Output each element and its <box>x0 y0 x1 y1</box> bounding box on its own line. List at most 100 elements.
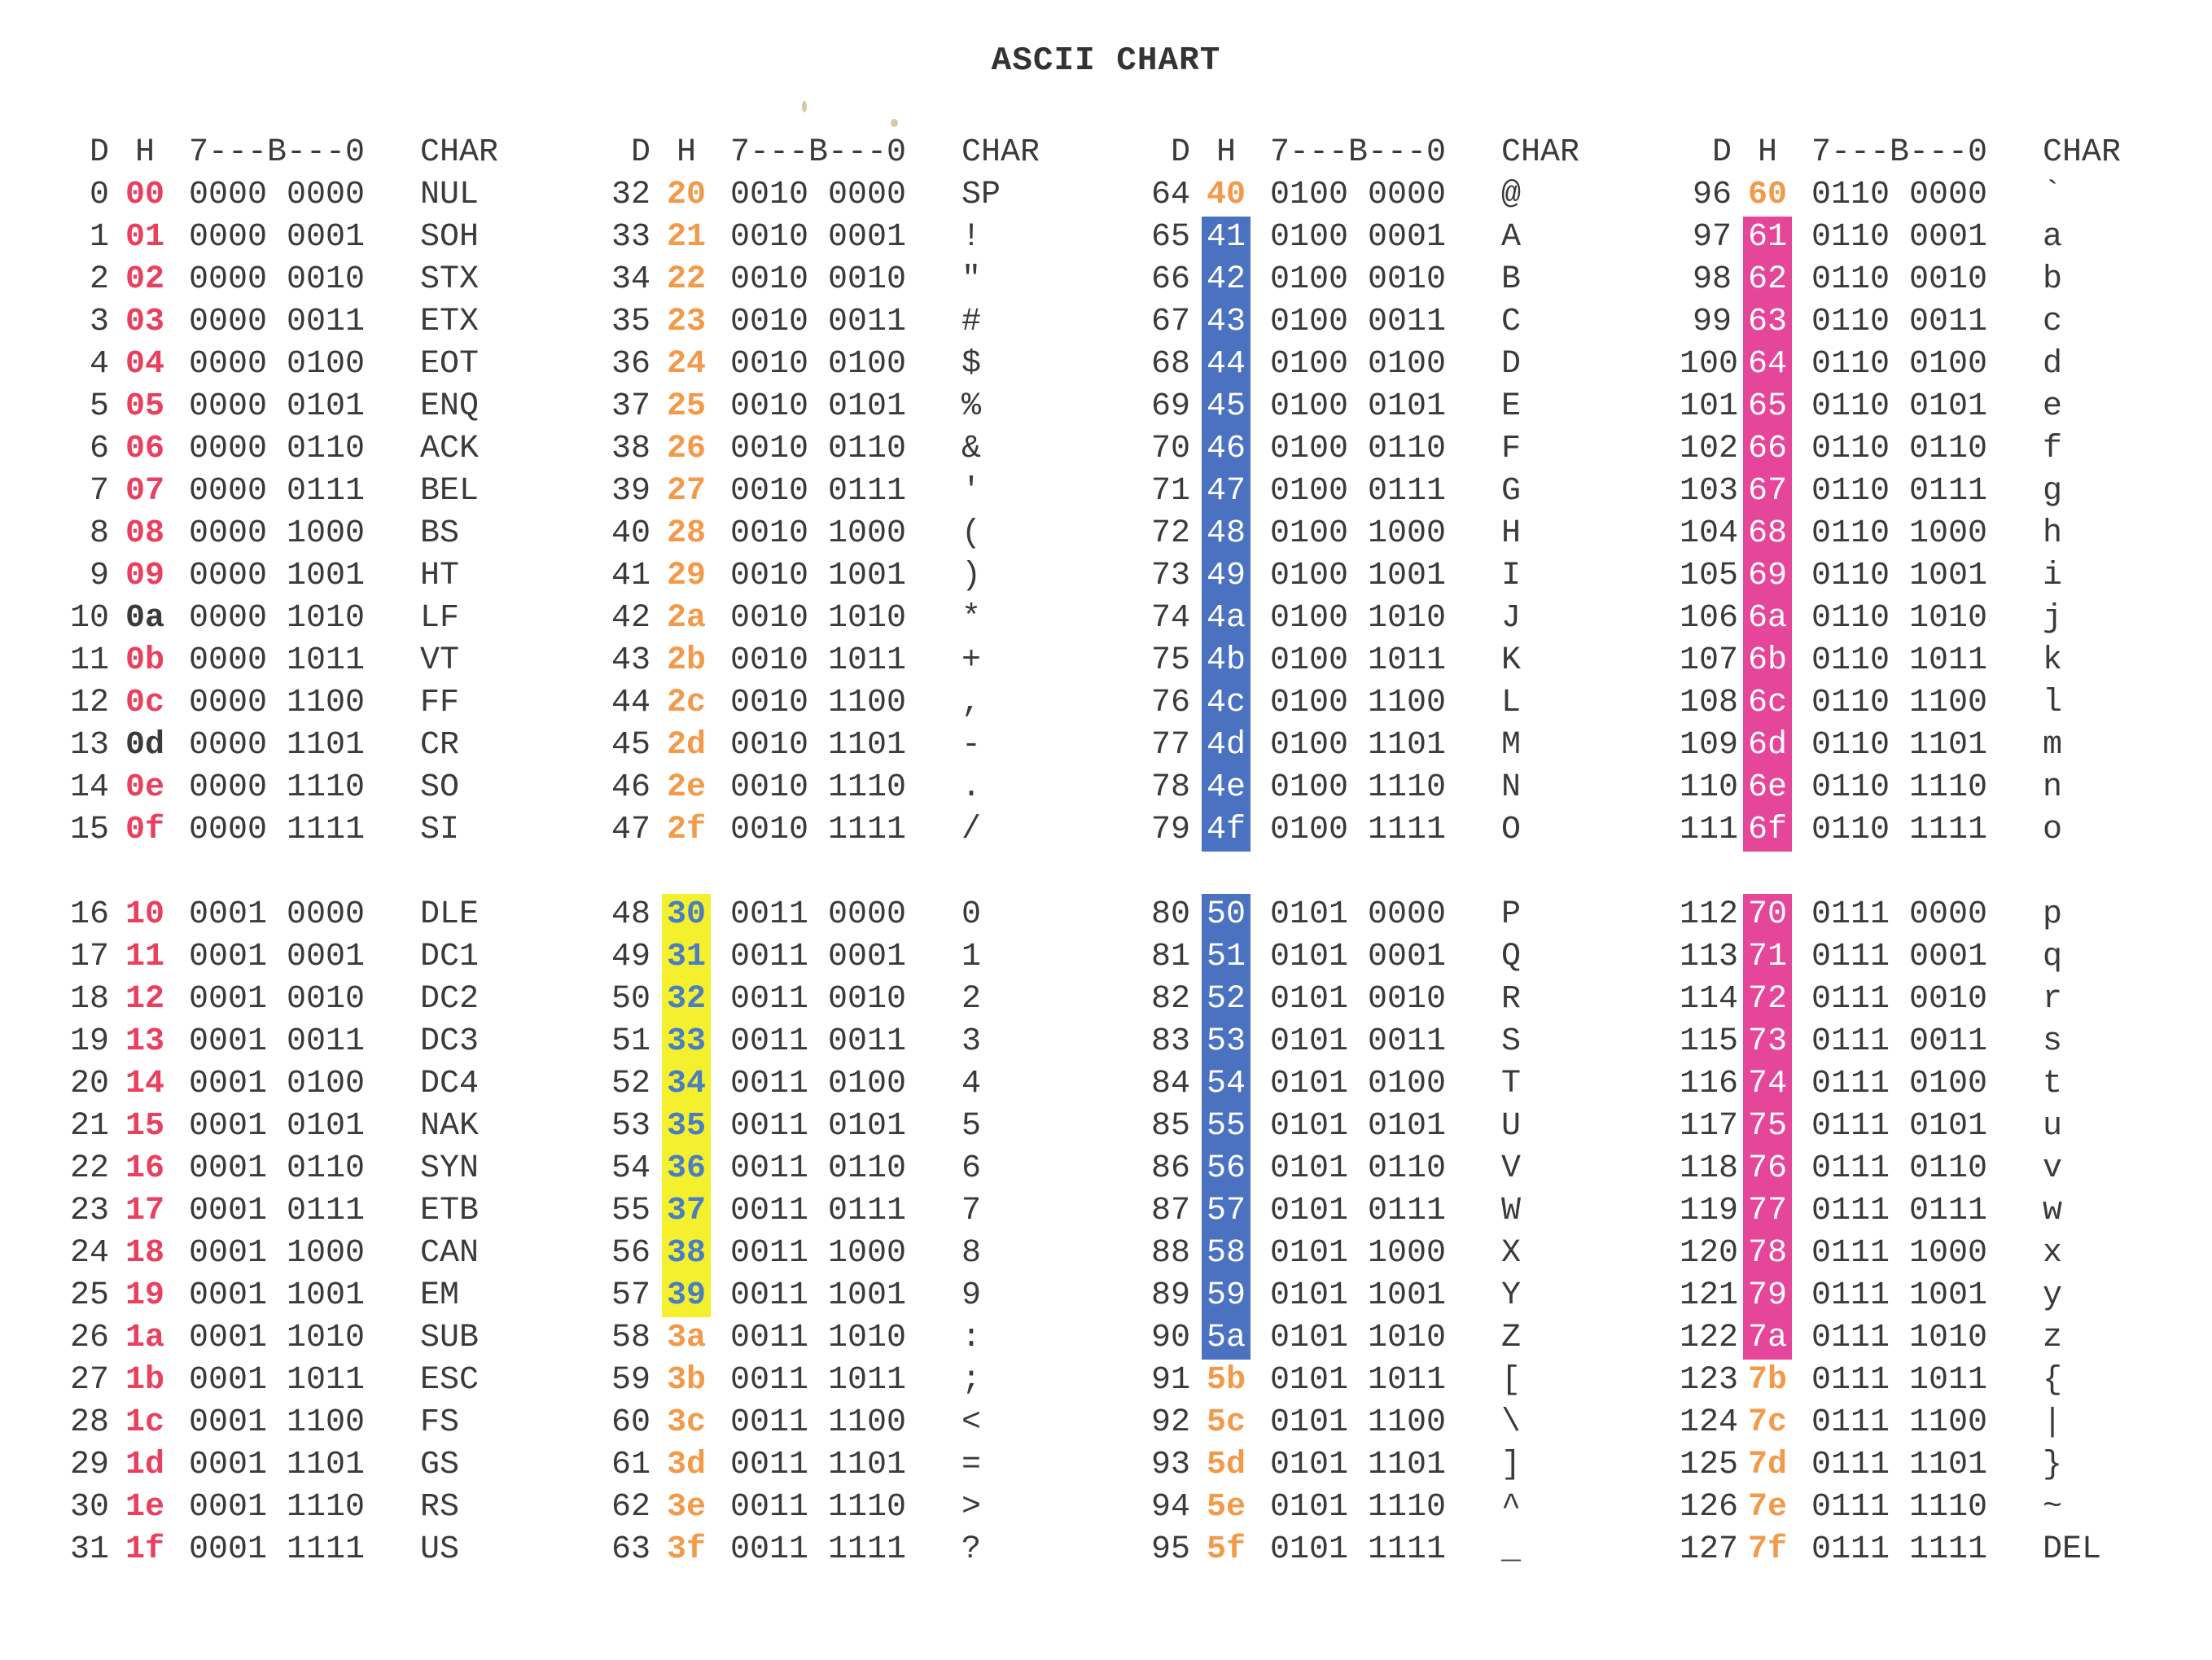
char-value: DC3 <box>420 1023 480 1060</box>
decimal-value: 21 <box>69 1108 109 1145</box>
table-row: 102 66 0110 0110 f <box>1680 428 2212 471</box>
binary-value: 0011 0000 <box>730 896 907 933</box>
table-row: 19 13 0001 0011 DC3 <box>57 1021 594 1063</box>
binary-value: 0010 0001 <box>730 219 907 256</box>
hex-value: 78 <box>1743 1233 1792 1275</box>
char-value: R <box>1501 981 1522 1018</box>
hex-value: 7f <box>1747 1531 1787 1568</box>
binary-value: 0011 1101 <box>730 1447 907 1483</box>
decimal-value: 53 <box>611 1108 650 1145</box>
decimal-value: 26 <box>69 1320 109 1356</box>
hex-value: 7c <box>1747 1404 1787 1441</box>
hex-value: 2d <box>666 727 706 764</box>
decimal-value: 51 <box>611 1023 650 1060</box>
char-value: . <box>961 769 982 806</box>
decimal-value: 96 <box>1692 177 1732 213</box>
char-value: J <box>1501 600 1522 637</box>
char-value: A <box>1501 219 1522 256</box>
char-value: Y <box>1501 1277 1522 1314</box>
char-value: SI <box>420 812 460 848</box>
hex-value: 18 <box>125 1235 164 1272</box>
char-value: CR <box>420 727 460 764</box>
char-value: / <box>961 812 982 848</box>
decimal-value: 63 <box>611 1531 650 1568</box>
hex-value: 13 <box>125 1023 164 1060</box>
hex-value: 1b <box>125 1362 164 1399</box>
decimal-value: 113 <box>1680 939 1739 975</box>
binary-value: 0000 0110 <box>189 431 366 467</box>
char-value: s <box>2043 1023 2063 1060</box>
table-row: 17 11 0001 0001 DC1 <box>57 936 594 979</box>
binary-value: 0011 0101 <box>730 1108 907 1145</box>
char-value: o <box>2043 812 2063 848</box>
decimal-value: 35 <box>611 304 650 340</box>
binary-value: 0100 0011 <box>1270 304 1447 340</box>
decimal-value: 41 <box>611 558 650 594</box>
char-value: GS <box>420 1447 460 1483</box>
decimal-value: 37 <box>611 388 650 425</box>
hex-value: 5e <box>1206 1489 1246 1526</box>
char-value: @ <box>1501 177 1522 213</box>
hex-value: 6d <box>1743 725 1792 767</box>
hex-value: 0d <box>125 727 164 764</box>
hex-value: 12 <box>125 981 164 1018</box>
binary-value: 0010 1111 <box>730 812 907 848</box>
hex-value: 11 <box>125 939 164 975</box>
char-value: l <box>2043 685 2063 721</box>
table-row: 6 06 0000 0110 ACK <box>57 428 594 471</box>
hex-value: 06 <box>125 431 164 467</box>
header-bits: 7---B---0 <box>189 134 366 171</box>
decimal-value: 17 <box>69 939 109 975</box>
char-value: + <box>961 642 982 679</box>
binary-value: 0010 1110 <box>730 769 907 806</box>
char-value: L <box>1501 685 1522 721</box>
decimal-value: 71 <box>1150 473 1190 510</box>
char-value: x <box>2043 1235 2063 1272</box>
char-value: b <box>2043 261 2063 298</box>
decimal-value: 115 <box>1680 1023 1739 1060</box>
binary-value: 0110 1110 <box>1811 769 1988 806</box>
hex-value: 46 <box>1202 428 1251 471</box>
char-value: S <box>1501 1023 1522 1060</box>
hex-value: 44 <box>1202 344 1251 386</box>
hex-value: 45 <box>1202 386 1251 428</box>
binary-value: 0000 1100 <box>189 685 366 721</box>
hex-value: 67 <box>1743 471 1792 513</box>
table-row: 29 1d 0001 1101 GS <box>57 1444 594 1487</box>
binary-value: 0111 1010 <box>1811 1320 1988 1356</box>
header-char: CHAR <box>420 134 499 171</box>
hex-value: 27 <box>666 473 706 510</box>
decimal-value: 94 <box>1150 1489 1190 1526</box>
table-row: 117 75 0111 0101 u <box>1680 1106 2212 1148</box>
decimal-value: 86 <box>1150 1150 1190 1187</box>
hex-value: 2e <box>666 769 706 806</box>
header-hex: H <box>1757 134 1777 171</box>
decimal-value: 102 <box>1680 431 1739 467</box>
paper-speck <box>891 119 898 127</box>
char-value: DLE <box>420 896 480 933</box>
decimal-value: 57 <box>611 1277 650 1314</box>
decimal-value: 122 <box>1680 1320 1739 1356</box>
binary-value: 0111 1011 <box>1811 1362 1988 1399</box>
binary-value: 0010 1010 <box>730 600 907 637</box>
char-value: SO <box>420 769 460 806</box>
column-header: D H 7---B---0 CHAR <box>57 132 594 174</box>
decimal-value: 91 <box>1150 1362 1190 1399</box>
table-row: 85 55 0101 0101 U <box>1138 1106 1675 1148</box>
char-value: , <box>961 685 982 721</box>
table-row: 37 25 0010 0101% <box>598 386 1136 428</box>
hex-value: 31 <box>662 936 711 979</box>
char-value: 4 <box>961 1066 982 1102</box>
table-row: 76 4c 0100 1100 L <box>1138 682 1675 725</box>
hex-value: 0a <box>125 600 164 637</box>
table-row: 39 27 0010 0111 ' <box>598 471 1136 513</box>
char-value: 6 <box>961 1150 982 1187</box>
decimal-value: 121 <box>1680 1277 1739 1314</box>
table-row: 8 08 0000 1000 BS <box>57 513 594 555</box>
table-row: 16 10 0001 0000 DLE <box>57 894 594 936</box>
binary-value: 0010 1001 <box>730 558 907 594</box>
binary-value: 0100 0111 <box>1270 473 1447 510</box>
binary-value: 0101 0110 <box>1270 1150 1447 1187</box>
binary-value: 0001 1100 <box>189 1404 366 1441</box>
decimal-value: 76 <box>1150 685 1190 721</box>
